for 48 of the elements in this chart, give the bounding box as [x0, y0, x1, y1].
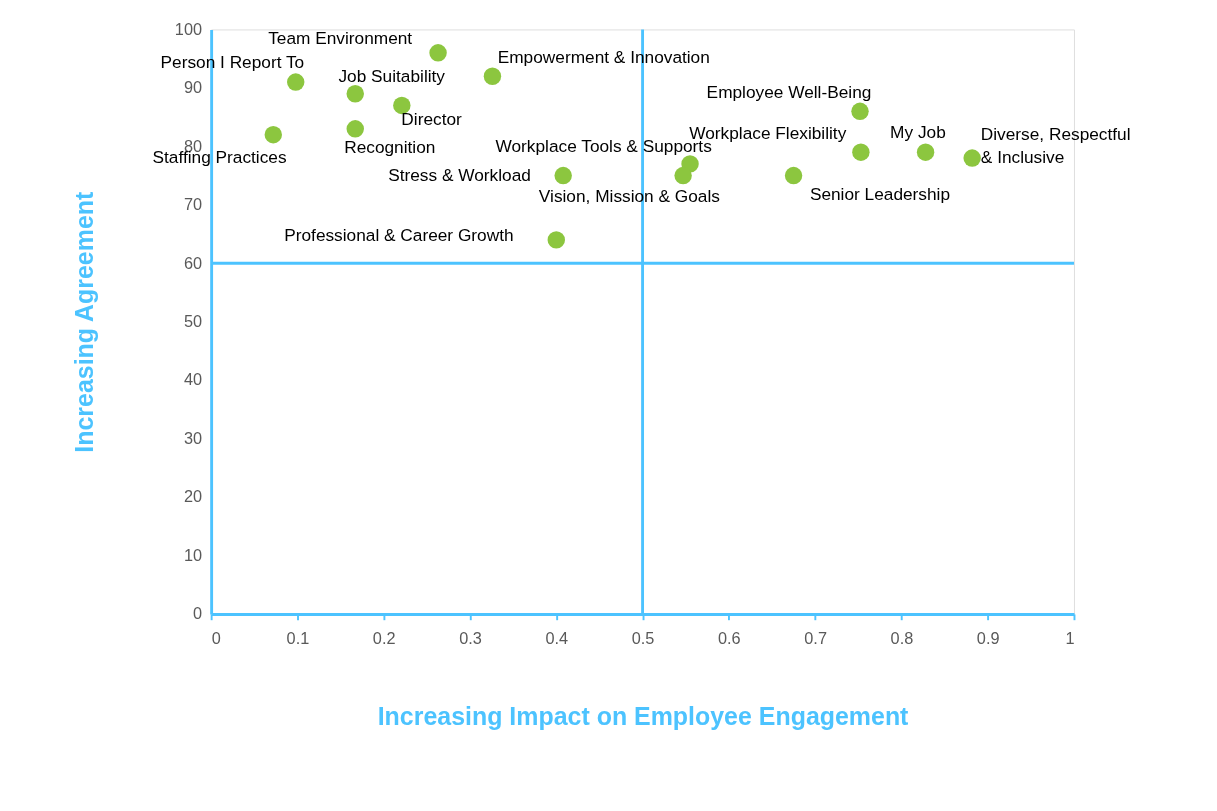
y-tick-label: 50 — [183, 311, 203, 330]
y-tick-label: 0 — [192, 604, 203, 623]
annotation: Diverse, Respectful & Inclusive — [980, 123, 1131, 167]
x-tick-label: 0.1 — [286, 629, 310, 648]
point — [916, 143, 935, 161]
point — [674, 166, 692, 185]
point — [393, 96, 411, 115]
x-axis-title: Increasing Impact on Employee Engagement — [377, 701, 909, 730]
annotation: Senior Leadership — [809, 183, 951, 204]
annotation: Recognition — [344, 136, 436, 157]
point — [784, 166, 803, 185]
point — [286, 73, 305, 91]
y-tick-label: 30 — [183, 428, 203, 447]
annotation: Team Environment — [268, 28, 413, 49]
x-tick-label: 0.8 — [890, 629, 914, 648]
annotation: Stress & Workload — [388, 165, 531, 186]
y-tick-label: 40 — [183, 370, 203, 389]
point — [346, 85, 364, 103]
x-tick-label: 0.7 — [804, 629, 827, 648]
y-tick-label: 60 — [183, 253, 203, 272]
point — [264, 125, 282, 144]
y-axis-title: Increasing Agreement — [70, 191, 99, 453]
x-tick-label: 0 — [211, 629, 221, 648]
point — [851, 102, 869, 120]
point — [483, 67, 502, 85]
y-tick-label: 10 — [183, 545, 203, 564]
x-tick-label: 0.6 — [718, 629, 741, 648]
point — [346, 120, 364, 138]
x-tick-label: 0.3 — [459, 629, 482, 648]
annotation: My Job — [890, 121, 946, 142]
point — [554, 166, 572, 185]
x-tick-label: 0.2 — [372, 629, 396, 648]
point — [852, 143, 870, 161]
point — [547, 231, 566, 249]
y-tick-label: 90 — [183, 78, 203, 97]
y-tick-label: 70 — [183, 195, 203, 214]
x-tick-label: 0.4 — [545, 629, 569, 648]
point — [963, 149, 981, 167]
y-tick-label: 100 — [174, 19, 203, 38]
y-tick-label: 20 — [183, 487, 203, 506]
annotation: Job Suitability — [338, 66, 446, 87]
annotation: Employee Well-Being — [706, 81, 872, 102]
annotation: Professional & Career Growth — [284, 224, 514, 245]
point — [429, 44, 447, 62]
annotation: Director — [401, 108, 463, 129]
x-tick-label: 1 — [1065, 629, 1075, 648]
x-tick-label: 0.5 — [631, 629, 655, 648]
x-tick-label: 0.9 — [976, 629, 1000, 648]
